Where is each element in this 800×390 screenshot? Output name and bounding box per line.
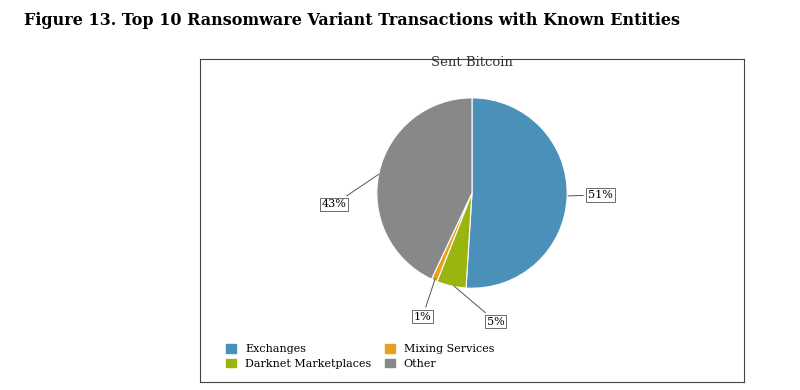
Text: Figure 13. Top 10 Ransomware Variant Transactions with Known Entities: Figure 13. Top 10 Ransomware Variant Tra… <box>24 12 680 29</box>
Wedge shape <box>377 98 472 279</box>
Title: Sent Bitcoin: Sent Bitcoin <box>431 56 513 69</box>
Wedge shape <box>431 193 472 282</box>
Wedge shape <box>466 98 567 288</box>
Text: 5%: 5% <box>454 286 505 326</box>
Text: 1%: 1% <box>414 278 435 322</box>
Wedge shape <box>437 193 472 288</box>
Legend: Exchanges, Darknet Marketplaces, Mixing Services, Other: Exchanges, Darknet Marketplaces, Mixing … <box>222 340 498 373</box>
Text: 43%: 43% <box>322 174 378 209</box>
Text: 51%: 51% <box>568 190 613 200</box>
